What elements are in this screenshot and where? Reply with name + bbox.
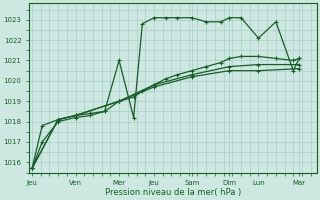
X-axis label: Pression niveau de la mer( hPa ): Pression niveau de la mer( hPa ) <box>105 188 241 197</box>
